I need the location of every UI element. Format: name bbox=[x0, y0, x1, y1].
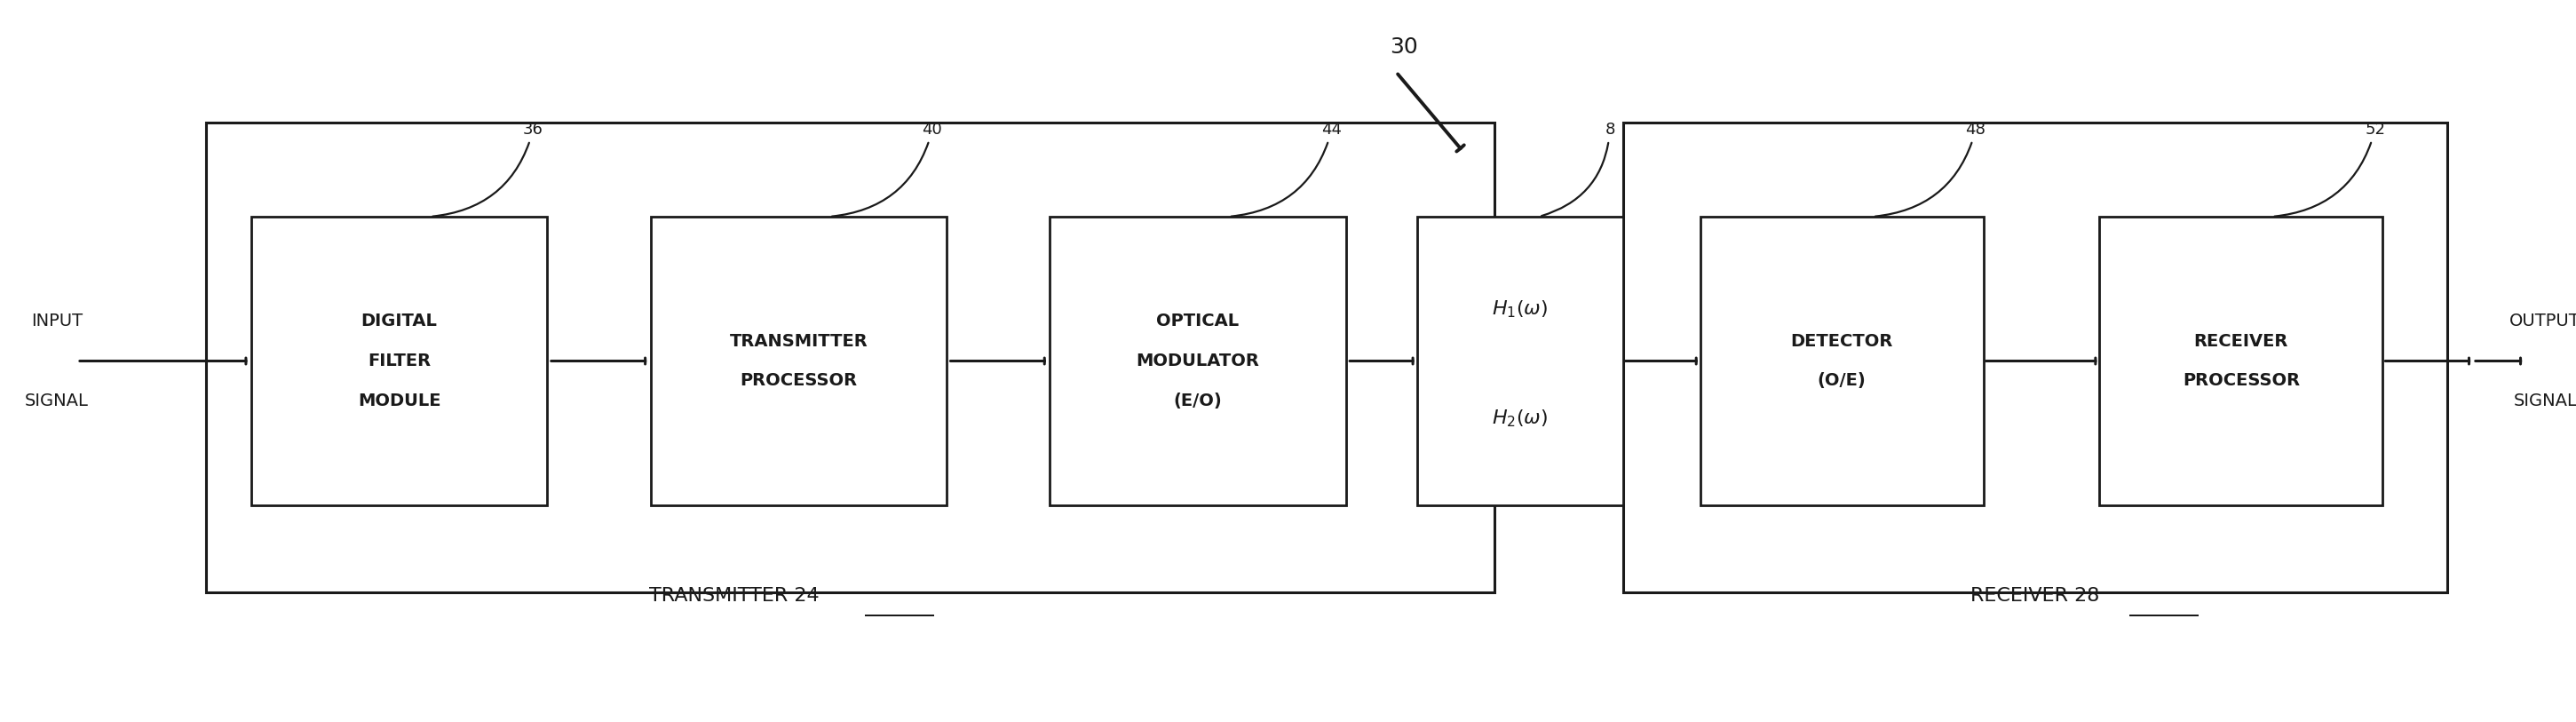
Text: OUTPUT: OUTPUT bbox=[2509, 313, 2576, 330]
Text: (O/E): (O/E) bbox=[1819, 373, 1865, 389]
Text: TRANSMITTER 24: TRANSMITTER 24 bbox=[649, 587, 819, 604]
Bar bbox=[1700, 217, 1984, 505]
Bar bbox=[1051, 217, 1347, 505]
Text: 8: 8 bbox=[1540, 122, 1615, 216]
Text: $H_1(\omega)$: $H_1(\omega)$ bbox=[1492, 298, 1548, 320]
Text: PROCESSOR: PROCESSOR bbox=[739, 373, 858, 389]
Bar bbox=[252, 217, 549, 505]
Bar bbox=[1623, 123, 2447, 592]
Text: INPUT: INPUT bbox=[31, 313, 82, 330]
Text: MODULATOR: MODULATOR bbox=[1136, 352, 1260, 370]
Text: SIGNAL: SIGNAL bbox=[2514, 392, 2576, 409]
Text: 30: 30 bbox=[1391, 36, 1417, 58]
Text: DETECTOR: DETECTOR bbox=[1790, 333, 1893, 349]
Text: 44: 44 bbox=[1231, 122, 1342, 217]
Text: MODULE: MODULE bbox=[358, 392, 440, 409]
Bar bbox=[1417, 217, 1623, 505]
Text: TRANSMITTER: TRANSMITTER bbox=[729, 333, 868, 349]
Bar bbox=[2099, 217, 2383, 505]
Text: 52: 52 bbox=[2275, 122, 2385, 217]
Text: $H_2(\omega)$: $H_2(\omega)$ bbox=[1492, 408, 1548, 430]
Text: 40: 40 bbox=[832, 122, 943, 217]
Text: RECEIVER: RECEIVER bbox=[2195, 333, 2287, 349]
Bar bbox=[649, 217, 948, 505]
Text: OPTICAL: OPTICAL bbox=[1157, 313, 1239, 330]
Text: (E/O): (E/O) bbox=[1175, 392, 1221, 409]
Text: RECEIVER 28: RECEIVER 28 bbox=[1971, 587, 2099, 604]
Text: FILTER: FILTER bbox=[368, 352, 430, 370]
Text: SIGNAL: SIGNAL bbox=[26, 392, 88, 409]
Text: 36: 36 bbox=[433, 122, 544, 217]
Bar bbox=[206, 123, 1494, 592]
Text: DIGITAL: DIGITAL bbox=[361, 313, 438, 330]
Text: PROCESSOR: PROCESSOR bbox=[2182, 373, 2300, 389]
Text: 48: 48 bbox=[1875, 122, 1986, 217]
